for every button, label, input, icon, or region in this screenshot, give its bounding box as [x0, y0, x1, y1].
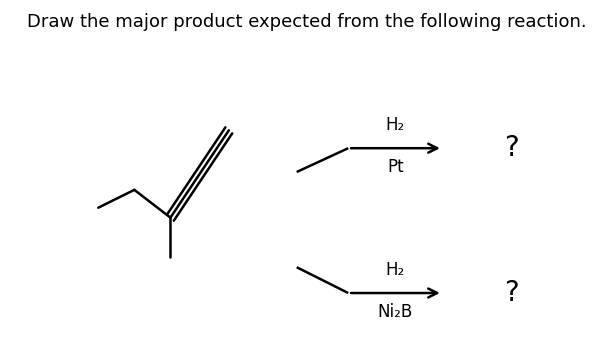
Text: ?: ?	[504, 279, 519, 307]
Text: Pt: Pt	[387, 158, 404, 176]
Text: Ni₂B: Ni₂B	[378, 303, 413, 321]
Text: H₂: H₂	[386, 116, 405, 134]
Text: ?: ?	[504, 134, 519, 162]
Text: H₂: H₂	[386, 261, 405, 279]
Text: Draw the major product expected from the following reaction.: Draw the major product expected from the…	[27, 13, 587, 31]
